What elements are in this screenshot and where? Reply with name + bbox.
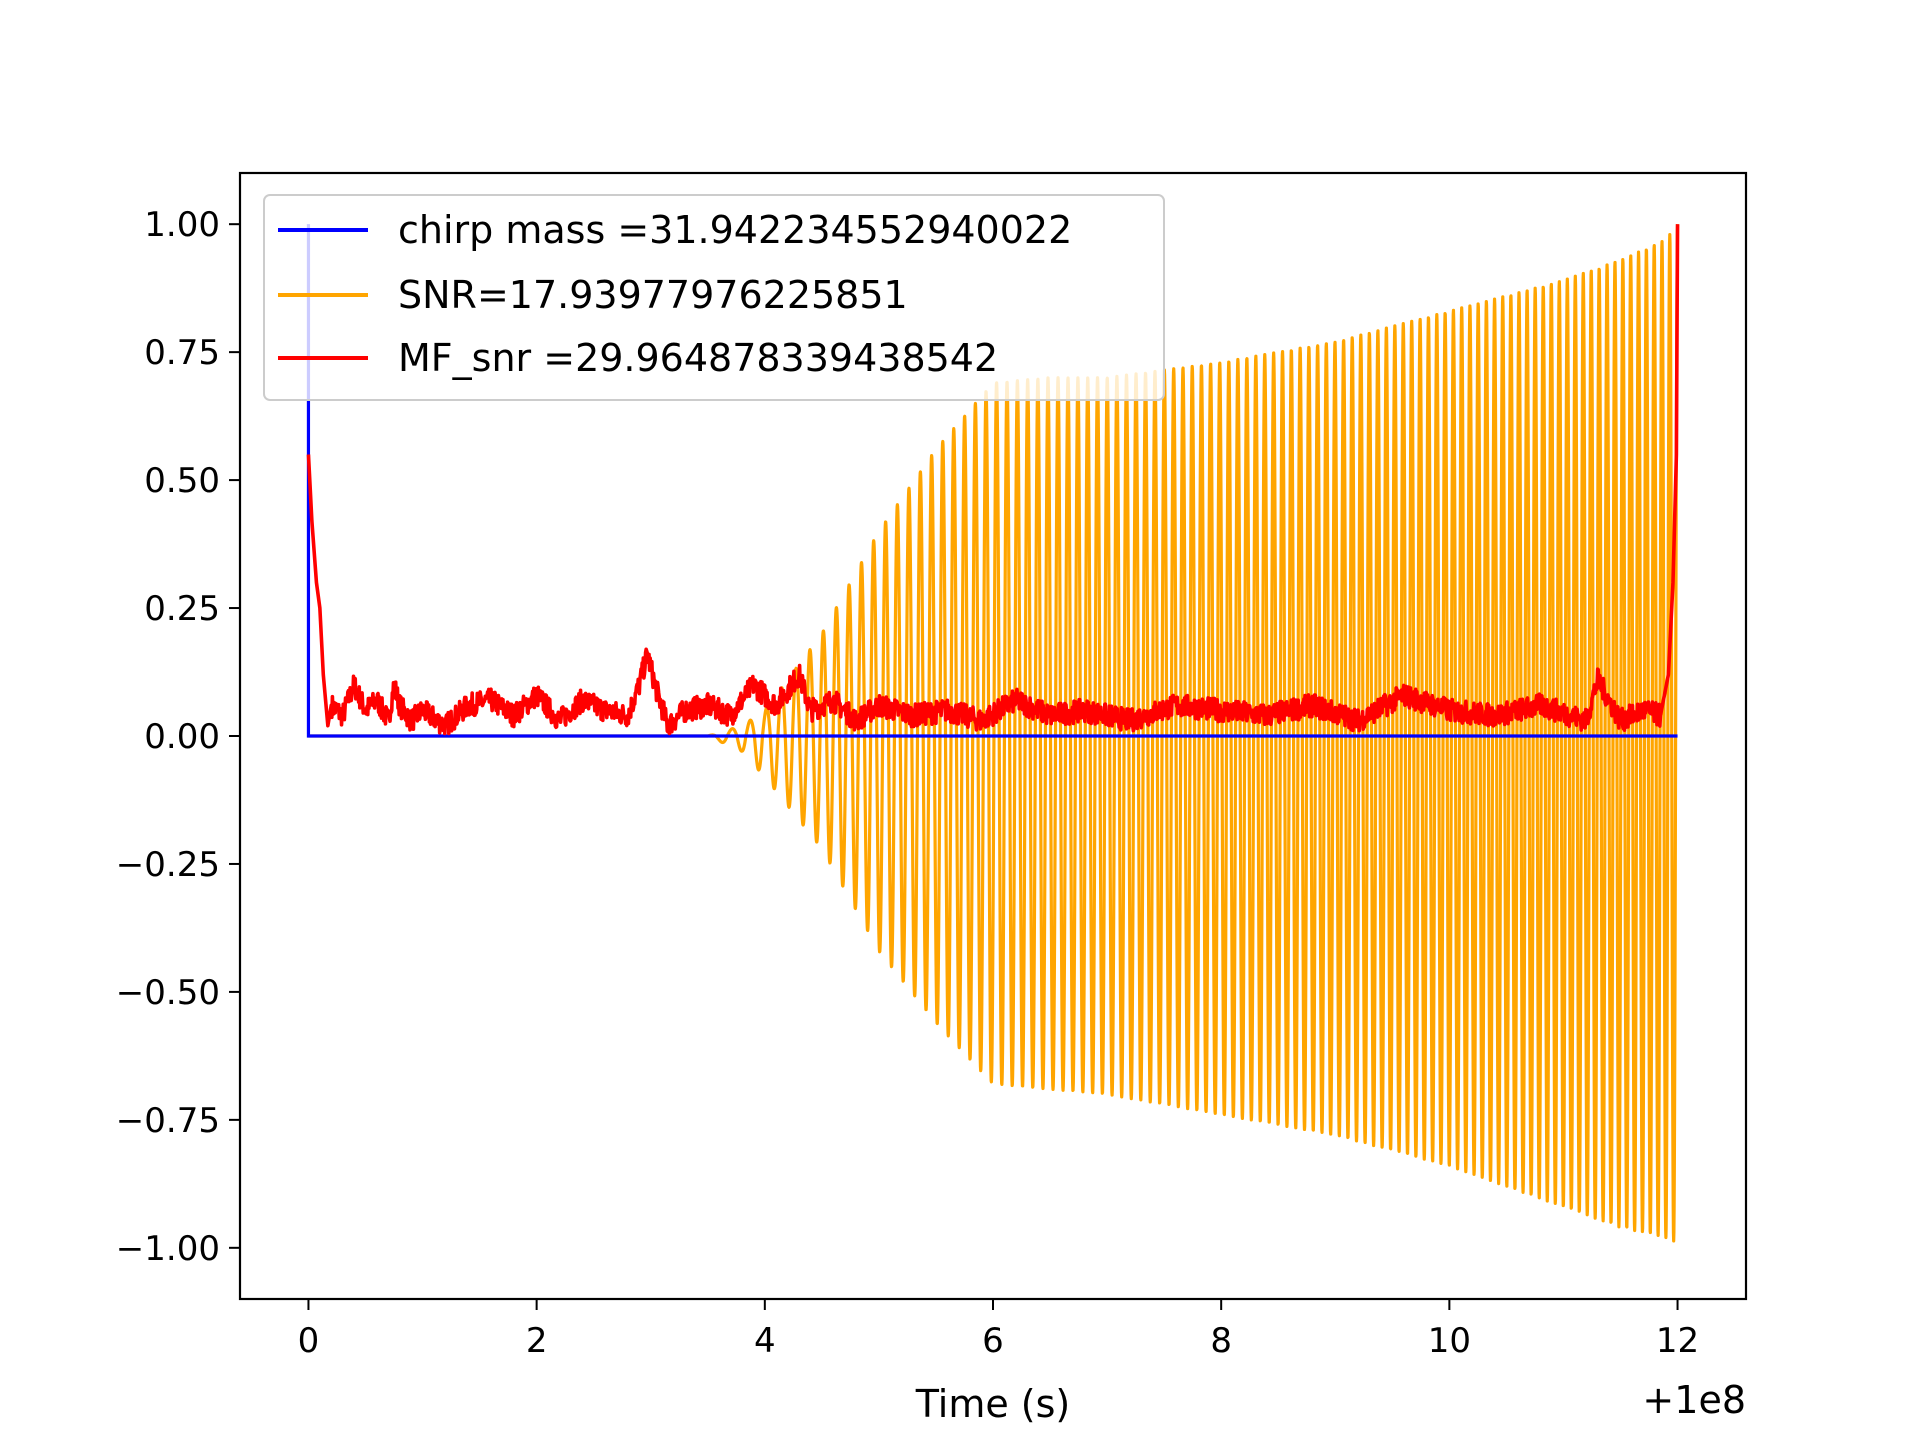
ticks-layer: 0 2 4 6 8 10 12 1.00 0.75 0.50 0.25 0.00 −0.25 −0.50 −… [116,205,1699,1361]
legend-label-chirp-mass: chirp mass =31.942234552940022 [398,208,1072,252]
y-tick-label: 0.00 [144,717,220,757]
x-offset-label: +1e8 [1642,1378,1746,1422]
x-tick-label: 0 [298,1321,320,1361]
y-tick-label: −1.00 [116,1229,220,1269]
x-tick-label: 10 [1428,1321,1471,1361]
y-tick-label: 0.50 [144,461,220,501]
x-tick-label: 6 [982,1321,1004,1361]
x-tick-label: 8 [1210,1321,1232,1361]
y-tick-label: 0.75 [144,333,220,373]
y-tick-label: −0.25 [116,845,220,885]
x-tick-label: 12 [1656,1321,1699,1361]
legend-label-snr: SNR=17.93977976225851 [398,273,908,317]
x-tick-label: 2 [526,1321,548,1361]
series-mf-snr-line [306,224,1680,736]
legend-box [263,194,1165,401]
y-tick-label: −0.50 [116,973,220,1013]
x-axis-label: Time (s) [915,1382,1071,1426]
legend-label-mf-snr: MF_snr =29.964878339438542 [398,336,998,380]
y-tick-label: 0.25 [144,589,220,629]
x-tick-label: 4 [754,1321,776,1361]
series-layer [306,224,1680,1243]
y-tick-label: 1.00 [144,205,220,245]
y-tick-label: −0.75 [116,1101,220,1141]
legend: chirp mass =31.942234552940022 SNR=17.93… [263,194,1165,401]
